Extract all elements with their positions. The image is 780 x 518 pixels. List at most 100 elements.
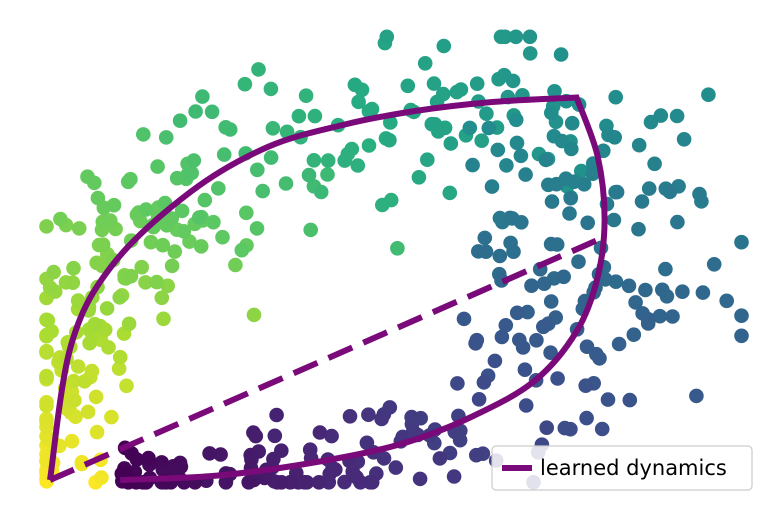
scatter-point xyxy=(95,237,111,252)
scatter-points xyxy=(39,29,749,490)
scatter-point xyxy=(112,290,127,305)
scatter-point xyxy=(303,222,319,238)
scatter-point xyxy=(123,171,138,187)
learned-dynamics-curves xyxy=(47,94,608,483)
scatter-point xyxy=(195,89,210,104)
scatter-point xyxy=(490,142,506,158)
scatter-point xyxy=(138,202,154,217)
scatter-point xyxy=(734,234,749,250)
scatter-point xyxy=(574,163,589,179)
scatter-point xyxy=(665,309,680,324)
scatter-point xyxy=(119,378,134,394)
scatter-point xyxy=(95,214,111,230)
scatter-point xyxy=(621,278,637,294)
scatter-point xyxy=(344,141,360,157)
scatter-point xyxy=(249,162,265,178)
scatter-point xyxy=(638,282,653,298)
scatter-point xyxy=(695,285,711,300)
scatter-point xyxy=(66,373,81,389)
scatter-point xyxy=(193,239,209,254)
scatter-point xyxy=(734,328,749,344)
scatter-point xyxy=(462,120,478,136)
scatter-point xyxy=(513,148,529,164)
scatter-point xyxy=(312,425,328,440)
learned-dynamics-dashed-chord xyxy=(48,234,606,483)
scatter-point xyxy=(689,388,704,404)
scatter-point xyxy=(544,105,559,121)
scatter-point xyxy=(266,451,281,467)
scatter-point xyxy=(579,410,594,426)
scatter-point xyxy=(263,150,279,165)
scatter-point xyxy=(594,421,610,437)
scatter-point xyxy=(218,120,233,135)
scatter-point xyxy=(71,221,87,236)
scatter-point xyxy=(46,264,61,280)
scatter-point xyxy=(628,295,643,310)
scatter-point xyxy=(512,332,527,348)
scatter-point xyxy=(172,113,188,128)
scatter-point xyxy=(101,340,116,355)
scatter-point xyxy=(374,411,389,427)
scatter-point xyxy=(291,108,307,124)
scatter-point xyxy=(67,393,82,408)
scatter-point xyxy=(66,260,81,276)
scatter-point xyxy=(662,184,678,200)
scatter-point xyxy=(361,138,377,153)
scatter-point xyxy=(640,316,656,331)
scatter-point xyxy=(719,293,734,309)
scatter-point xyxy=(411,170,427,185)
scatter-point xyxy=(476,375,492,390)
scatter-point xyxy=(311,475,327,490)
scatter-point xyxy=(456,311,472,327)
scatter-point xyxy=(42,280,58,295)
scatter-point xyxy=(80,404,96,420)
scatter-point xyxy=(564,115,580,131)
scatter-point xyxy=(149,274,165,290)
scatter-point xyxy=(155,237,171,253)
scatter-point xyxy=(631,137,647,153)
scatter-point xyxy=(90,190,106,206)
scatter-point xyxy=(306,153,322,168)
scatter-point xyxy=(186,153,202,168)
scatter-point xyxy=(505,73,521,89)
scatter-point xyxy=(307,108,323,124)
scatter-point xyxy=(89,424,105,440)
scatter-point xyxy=(412,471,428,487)
scatter-point xyxy=(138,275,153,290)
scatter-point xyxy=(274,475,289,490)
scatter-point xyxy=(246,307,262,323)
scatter-point xyxy=(487,353,503,369)
scatter-point xyxy=(104,409,119,425)
scatter-point xyxy=(82,335,97,351)
scatter-point xyxy=(522,29,538,45)
scatter-point xyxy=(424,116,440,132)
scatter-point xyxy=(479,106,494,121)
scatter-point xyxy=(655,282,670,298)
scatter-point xyxy=(509,135,525,151)
scatter-point xyxy=(99,301,115,316)
scatter-point xyxy=(40,313,56,328)
scatter-point xyxy=(197,192,213,208)
scatter-point xyxy=(88,389,104,405)
scatter-point xyxy=(634,194,650,209)
scatter-point xyxy=(658,261,673,277)
scatter-point xyxy=(150,159,165,174)
scatter-point xyxy=(536,276,552,292)
scatter-point xyxy=(239,205,254,221)
scatter-point xyxy=(111,361,127,376)
scatter-point xyxy=(450,376,465,391)
scatter-point xyxy=(608,89,623,105)
scatter-point xyxy=(167,244,183,259)
scatter-point xyxy=(174,203,190,219)
scatter-point xyxy=(158,130,174,145)
scatter-point xyxy=(248,428,264,444)
scatter-point xyxy=(550,371,565,386)
scatter-point xyxy=(536,319,551,335)
scatter-point xyxy=(249,221,265,236)
scatter-point xyxy=(497,29,513,45)
scatter-point xyxy=(345,464,361,480)
scatter-point xyxy=(267,428,283,444)
scatter-point xyxy=(297,475,312,490)
scatter-point xyxy=(453,82,469,97)
